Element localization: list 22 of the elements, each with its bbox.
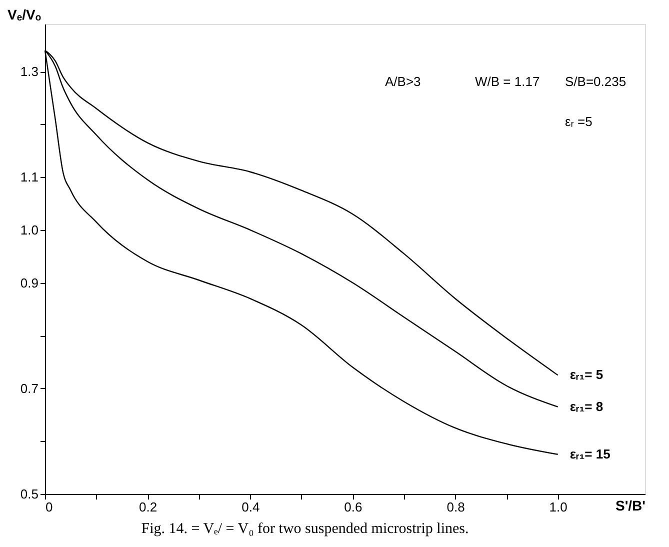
annotation: εᵣ =5: [565, 114, 592, 129]
y-tick-label: 0.7: [20, 380, 38, 396]
y-tick-label: 1.1: [20, 170, 38, 185]
annotation: A/B>3: [385, 74, 421, 89]
series-label: εᵣ₁= 5: [570, 367, 604, 382]
y-axis-title: Vₑ/Vₒ: [8, 6, 42, 22]
series-label: εᵣ₁= 15: [570, 446, 610, 462]
x-tick-label: 0.6: [344, 500, 362, 514]
y-tick-label: 1.0: [20, 222, 38, 238]
x-tick-label: 0.4: [242, 500, 260, 514]
x-tick-label: 1.0: [549, 500, 568, 514]
x-tick-label: 0: [46, 500, 53, 514]
annotation: S/B=0.235: [565, 74, 626, 89]
caption: Fig. 14. = Vₑ/ = V₀ for two suspended microstrip lines.: [141, 521, 469, 537]
annotation: W/B = 1.17: [475, 74, 540, 89]
x-tick-label: 0.2: [139, 500, 158, 514]
x-tick-label: 0.8: [446, 500, 465, 514]
y-tick-label: 0.5: [20, 486, 38, 502]
y-tick-label: 1.3: [20, 64, 38, 80]
y-tick-label: 0.9: [20, 275, 38, 290]
series-label: εᵣ₁= 8: [570, 398, 604, 414]
x-axis-title: S'/B': [616, 498, 646, 514]
